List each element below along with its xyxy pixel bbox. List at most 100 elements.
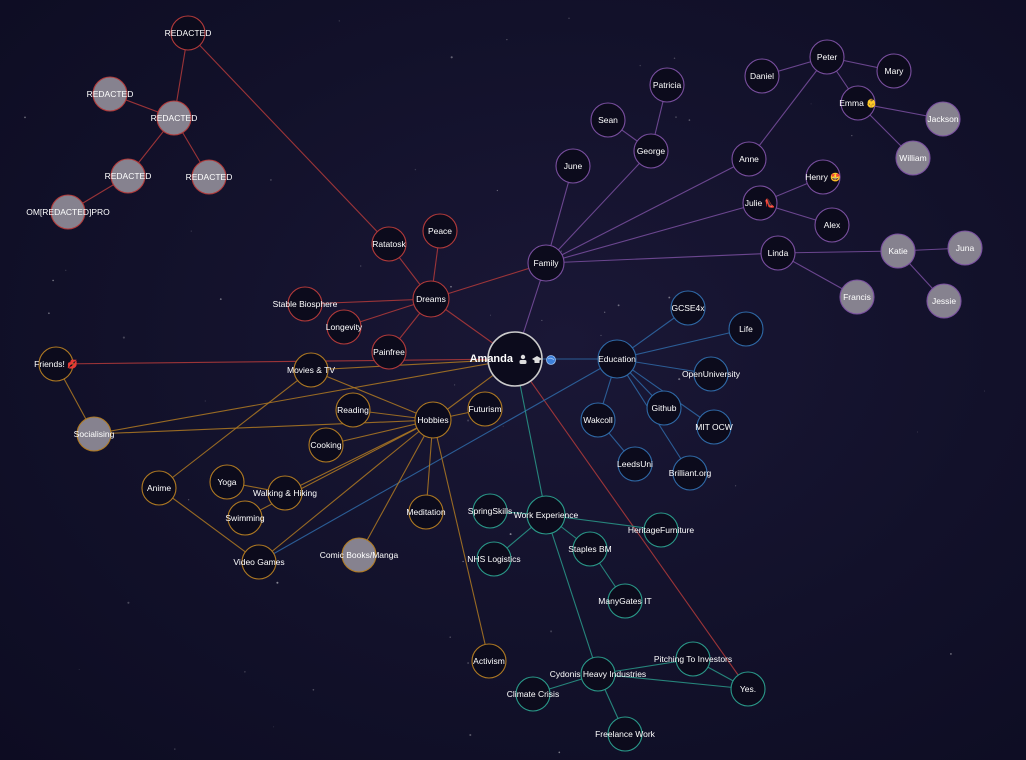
node-mit-ocw[interactable]: MIT OCW bbox=[695, 409, 733, 445]
node-circle[interactable] bbox=[76, 416, 112, 452]
node-heritagefurniture[interactable]: HeritageFurniture bbox=[628, 512, 694, 548]
node-circle[interactable] bbox=[696, 409, 732, 445]
node-leedsuni[interactable]: LeedsUni bbox=[617, 446, 653, 482]
node-circle[interactable] bbox=[472, 493, 508, 529]
node-circle[interactable] bbox=[293, 352, 329, 388]
node-circle[interactable] bbox=[414, 401, 452, 439]
node-jackson[interactable]: Jackson bbox=[925, 101, 961, 137]
node-circle[interactable] bbox=[191, 159, 227, 195]
node-circle[interactable] bbox=[267, 475, 303, 511]
node-circle[interactable] bbox=[876, 53, 912, 89]
node-circle[interactable] bbox=[590, 102, 626, 138]
node-circle[interactable] bbox=[693, 356, 729, 392]
node-circle[interactable] bbox=[341, 537, 377, 573]
node-circle[interactable] bbox=[92, 76, 128, 112]
node-circle[interactable] bbox=[308, 427, 344, 463]
node-circle[interactable] bbox=[241, 544, 277, 580]
node-circle[interactable] bbox=[805, 159, 841, 195]
node-activism[interactable]: Activism bbox=[471, 643, 507, 679]
node-circle[interactable] bbox=[672, 455, 708, 491]
node-cooking[interactable]: Cooking bbox=[308, 427, 344, 463]
node-wakcoll[interactable]: Wakcoll bbox=[580, 402, 616, 438]
node-julie[interactable]: Julie 👠 bbox=[742, 185, 778, 221]
node-circle[interactable] bbox=[607, 583, 643, 619]
node-futurism[interactable]: Futurism bbox=[467, 391, 503, 427]
node-circle[interactable] bbox=[110, 158, 146, 194]
node-freelance-work[interactable]: Freelance Work bbox=[595, 716, 656, 752]
node-circle[interactable] bbox=[646, 390, 682, 426]
node-emma[interactable]: Emma 👶 bbox=[839, 85, 877, 121]
node-circle[interactable] bbox=[156, 100, 192, 136]
node-family[interactable]: Family bbox=[527, 244, 565, 282]
node-manygates-it[interactable]: ManyGates IT bbox=[598, 583, 652, 619]
node-circle[interactable] bbox=[926, 283, 962, 319]
node-circle[interactable] bbox=[467, 391, 503, 427]
node-patricia[interactable]: Patricia bbox=[649, 67, 685, 103]
node-juna[interactable]: Juna bbox=[947, 230, 983, 266]
node-circle[interactable] bbox=[580, 402, 616, 438]
node-circle[interactable] bbox=[840, 85, 876, 121]
node-circle[interactable] bbox=[412, 280, 450, 318]
node-amanda[interactable]: Amanda bbox=[470, 331, 556, 387]
node-circle[interactable] bbox=[670, 290, 706, 326]
node-redacted[interactable]: REDACTED bbox=[105, 158, 152, 194]
node-circle[interactable] bbox=[633, 133, 669, 169]
node-circle[interactable] bbox=[572, 531, 608, 567]
node-circle[interactable] bbox=[607, 716, 643, 752]
node-alex[interactable]: Alex bbox=[814, 207, 850, 243]
node-friends[interactable]: Friends! 💋 bbox=[34, 346, 78, 382]
node-circle[interactable] bbox=[880, 233, 916, 269]
node-ratatosk[interactable]: Ratatosk bbox=[371, 226, 407, 262]
node-sean[interactable]: Sean bbox=[590, 102, 626, 138]
node-redacted[interactable]: REDACTED bbox=[186, 159, 233, 195]
node-circle[interactable] bbox=[287, 286, 323, 322]
node-openuniversity[interactable]: OpenUniversity bbox=[682, 356, 741, 392]
node-circle[interactable] bbox=[527, 244, 565, 282]
node-george[interactable]: George bbox=[633, 133, 669, 169]
node-circle[interactable] bbox=[371, 226, 407, 262]
node-painfree[interactable]: Painfree bbox=[371, 334, 407, 370]
node-om-redacted-pro[interactable]: OM[REDACTED]PRO bbox=[26, 194, 110, 230]
node-circle[interactable] bbox=[744, 58, 780, 94]
node-circle[interactable] bbox=[617, 446, 653, 482]
node-circle[interactable] bbox=[731, 141, 767, 177]
node-circle[interactable] bbox=[38, 346, 74, 382]
node-circle[interactable] bbox=[476, 541, 512, 577]
node-hobbies[interactable]: Hobbies bbox=[414, 401, 452, 439]
node-linda[interactable]: Linda bbox=[760, 235, 796, 271]
node-circle[interactable] bbox=[515, 676, 551, 712]
node-redacted[interactable]: REDACTED bbox=[87, 76, 134, 112]
node-william[interactable]: William bbox=[895, 140, 931, 176]
node-circle[interactable] bbox=[895, 140, 931, 176]
node-circle[interactable] bbox=[170, 15, 206, 51]
node-comic-books-manga[interactable]: Comic Books/Manga bbox=[320, 537, 399, 573]
node-circle[interactable] bbox=[947, 230, 983, 266]
node-circle[interactable] bbox=[580, 656, 616, 692]
node-circle[interactable] bbox=[728, 311, 764, 347]
node-cydonis-heavy-industries[interactable]: Cydonis Heavy Industries bbox=[550, 656, 646, 692]
node-meditation[interactable]: Meditation bbox=[406, 494, 446, 530]
node-june[interactable]: June bbox=[555, 148, 591, 184]
node-circle[interactable] bbox=[649, 67, 685, 103]
node-circle[interactable] bbox=[526, 495, 566, 535]
node-circle[interactable] bbox=[471, 643, 507, 679]
node-circle[interactable] bbox=[643, 512, 679, 548]
node-circle[interactable] bbox=[814, 207, 850, 243]
node-circle[interactable] bbox=[675, 641, 711, 677]
node-circle[interactable] bbox=[809, 39, 845, 75]
node-dreams[interactable]: Dreams bbox=[412, 280, 450, 318]
node-francis[interactable]: Francis bbox=[839, 279, 875, 315]
node-circle[interactable] bbox=[141, 470, 177, 506]
node-gcse4x[interactable]: GCSE4x bbox=[670, 290, 706, 326]
node-peter[interactable]: Peter bbox=[809, 39, 845, 75]
node-circle[interactable] bbox=[597, 339, 637, 379]
node-pitching-to-investors[interactable]: Pitching To Investors bbox=[654, 641, 732, 677]
node-redacted[interactable]: REDACTED bbox=[151, 100, 198, 136]
node-jessie[interactable]: Jessie bbox=[926, 283, 962, 319]
node-staples-bm[interactable]: Staples BM bbox=[568, 531, 612, 567]
node-redacted[interactable]: REDACTED bbox=[165, 15, 212, 51]
node-springskills[interactable]: SpringSkills bbox=[468, 493, 512, 529]
node-circle[interactable] bbox=[730, 671, 766, 707]
node-nhs-logistics[interactable]: NHS Logistics bbox=[467, 541, 521, 577]
